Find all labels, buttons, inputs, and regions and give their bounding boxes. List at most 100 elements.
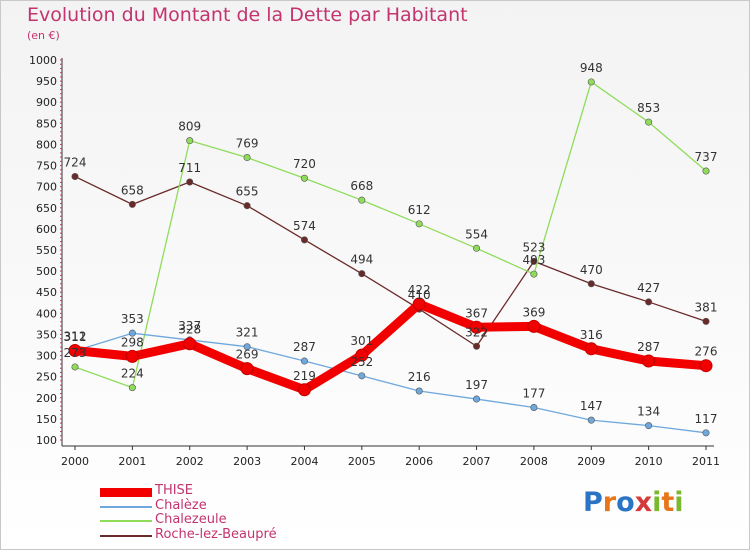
data-label-chaleze: 134 xyxy=(637,405,660,419)
data-label-chalezeule: 273 xyxy=(64,346,87,360)
data-point-chalezeule xyxy=(71,363,79,371)
data-point-chalezeule xyxy=(587,78,595,86)
data-label-roche-lez-beaupre: 322 xyxy=(465,325,488,339)
data-label-chalezeule: 809 xyxy=(178,120,201,134)
x-tick-label: 2005 xyxy=(348,455,376,468)
data-label-roche-lez-beaupre: 658 xyxy=(121,183,144,197)
y-tick-label: 150 xyxy=(36,413,57,426)
y-tick-label: 850 xyxy=(36,117,57,130)
data-label-roche-lez-beaupre: 410 xyxy=(408,288,431,302)
logo-letter: x xyxy=(634,487,653,518)
data-point-chaleze xyxy=(243,343,251,351)
data-point-chaleze xyxy=(300,357,308,365)
data-label-chaleze: 252 xyxy=(350,355,373,369)
legend-swatch xyxy=(100,488,152,497)
x-tick-label: 2000 xyxy=(61,455,89,468)
data-label-chalezeule: 769 xyxy=(236,137,259,151)
data-point-chalezeule xyxy=(530,270,538,278)
logo-letter: i xyxy=(674,487,684,518)
data-point-roche-lez-beaupre xyxy=(358,270,366,278)
y-tick-label: 950 xyxy=(36,75,57,88)
data-point-chalezeule xyxy=(300,174,308,182)
data-point-chalezeule xyxy=(645,118,653,126)
data-point-chaleze xyxy=(358,372,366,380)
data-point-thise xyxy=(584,342,598,356)
data-label-thise: 287 xyxy=(637,340,660,354)
data-point-roche-lez-beaupre xyxy=(587,280,595,288)
data-point-thise xyxy=(355,348,369,362)
legend-label: THISE xyxy=(155,483,194,498)
data-label-thise: 301 xyxy=(350,334,373,348)
logo-letter: o xyxy=(616,487,635,518)
data-point-thise xyxy=(297,383,311,397)
x-tick-label: 2009 xyxy=(577,455,605,468)
logo-letter: r xyxy=(602,487,617,518)
data-point-roche-lez-beaupre xyxy=(300,236,308,244)
data-label-chalezeule: 720 xyxy=(293,157,316,171)
y-tick-label: 400 xyxy=(36,307,57,320)
legend-swatch xyxy=(100,534,152,537)
data-label-thise: 219 xyxy=(293,369,316,383)
data-label-thise: 298 xyxy=(121,335,144,349)
data-label-chaleze: 337 xyxy=(178,319,201,333)
data-label-thise: 312 xyxy=(64,329,87,343)
legend-label: Roche-lez-Beaupré xyxy=(155,526,277,542)
proxiti-logo: Proxiti xyxy=(583,487,684,518)
data-point-roche-lez-beaupre xyxy=(71,173,79,181)
data-label-chalezeule: 493 xyxy=(522,253,545,267)
series-line-roche-lez-beaupre xyxy=(74,175,707,347)
data-point-chaleze xyxy=(415,387,423,395)
data-point-chalezeule xyxy=(702,167,710,175)
y-tick-label: 100 xyxy=(36,434,57,447)
y-tick-label: 200 xyxy=(36,392,57,405)
series-line-chalezeule xyxy=(74,81,707,389)
legend-label: Chalèze xyxy=(155,497,207,513)
data-label-thise: 422 xyxy=(408,283,431,297)
data-label-chalezeule: 737 xyxy=(695,150,718,164)
data-point-roche-lez-beaupre xyxy=(702,317,710,325)
data-point-thise xyxy=(125,349,139,363)
data-point-thise xyxy=(68,343,82,357)
y-tick-label: 550 xyxy=(36,244,57,257)
x-tick-label: 2003 xyxy=(233,455,261,468)
data-point-thise xyxy=(412,297,426,311)
y-tick-label: 450 xyxy=(36,286,57,299)
data-point-chalezeule xyxy=(243,154,251,162)
data-point-thise xyxy=(642,354,656,368)
y-tick-label: 300 xyxy=(36,350,57,363)
data-point-thise xyxy=(699,359,713,373)
x-tick-label: 2006 xyxy=(405,455,433,468)
data-label-roche-lez-beaupre: 655 xyxy=(236,185,259,199)
data-label-thise: 316 xyxy=(580,328,603,342)
data-label-chalezeule: 554 xyxy=(465,227,488,241)
data-point-chaleze xyxy=(645,422,653,430)
data-point-thise xyxy=(527,319,541,333)
x-tick-label: 2010 xyxy=(635,455,663,468)
data-point-roche-lez-beaupre xyxy=(243,202,251,210)
data-label-roche-lez-beaupre: 523 xyxy=(522,240,545,254)
x-tick-label: 2002 xyxy=(176,455,204,468)
y-tick-label: 1000 xyxy=(29,54,57,67)
data-point-chaleze xyxy=(702,429,710,437)
y-tick-label: 500 xyxy=(36,265,57,278)
x-tick-label: 2004 xyxy=(290,455,318,468)
data-point-chalezeule xyxy=(473,244,481,252)
data-point-chaleze xyxy=(128,329,136,337)
data-label-roche-lez-beaupre: 711 xyxy=(178,161,201,175)
y-tick-label: 250 xyxy=(36,371,57,384)
data-label-thise: 269 xyxy=(236,348,259,362)
data-point-chaleze xyxy=(587,416,595,424)
data-point-chalezeule xyxy=(415,220,423,228)
x-tick-label: 2011 xyxy=(692,455,720,468)
data-label-roche-lez-beaupre: 470 xyxy=(580,263,603,277)
data-point-roche-lez-beaupre xyxy=(473,342,481,350)
y-tick-label: 700 xyxy=(36,181,57,194)
data-label-thise: 367 xyxy=(465,306,488,320)
x-tick-label: 2001 xyxy=(118,455,146,468)
data-label-chaleze: 287 xyxy=(293,340,316,354)
data-point-chalezeule xyxy=(186,137,194,145)
data-point-thise xyxy=(240,362,254,376)
data-label-roche-lez-beaupre: 574 xyxy=(293,219,316,233)
